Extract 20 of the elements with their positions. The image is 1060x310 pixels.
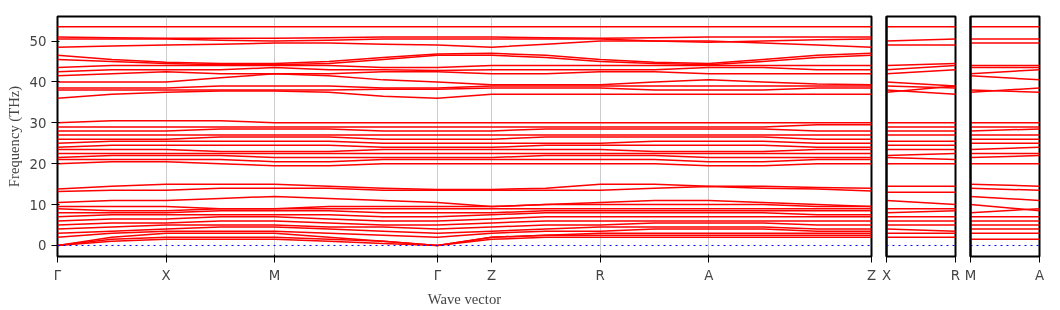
- y-tick-label: 50: [29, 34, 47, 50]
- y-tick-label: 40: [29, 74, 47, 90]
- x-tick-label: R: [595, 267, 605, 283]
- x-tick-label: X: [161, 267, 171, 283]
- x-tick-label: Γ: [53, 267, 62, 283]
- y-tick-label: 30: [29, 115, 47, 131]
- x-tick-label: Z: [866, 267, 877, 283]
- x-tick-label: Γ: [433, 267, 442, 283]
- x-tick-label: A: [1034, 267, 1045, 283]
- x-tick-label: M: [964, 267, 977, 283]
- x-tick-label: Z: [487, 267, 497, 283]
- y-tick-label: 10: [29, 197, 47, 213]
- y-axis-title: Frequency (THz): [5, 85, 23, 188]
- y-tick-label: 20: [29, 156, 47, 172]
- x-tick-label: A: [704, 267, 714, 283]
- x-tick-label: R: [950, 267, 961, 283]
- x-tick-label: M: [268, 267, 281, 283]
- x-axis-title: Wave vector: [427, 290, 502, 307]
- y-tick-label: 0: [38, 238, 47, 254]
- x-tick-label: X: [881, 267, 892, 283]
